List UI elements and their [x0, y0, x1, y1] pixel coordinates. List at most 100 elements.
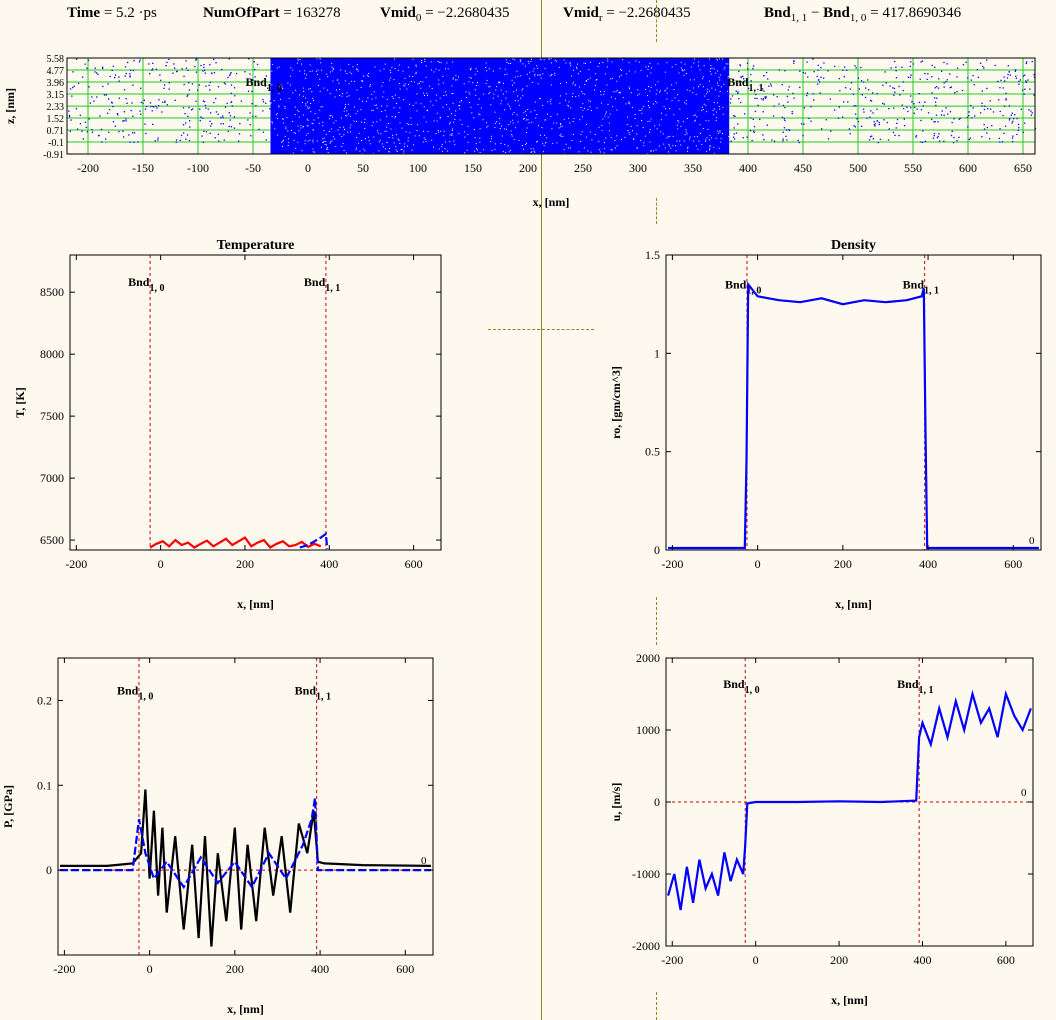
particle-gap — [657, 81, 659, 83]
particle-gap — [493, 93, 495, 95]
particle-gap — [621, 138, 622, 140]
particle-gap — [312, 139, 314, 141]
particle-gap — [585, 62, 586, 64]
particle-gap — [539, 74, 541, 76]
particle-gap — [686, 73, 688, 74]
particle-gap — [329, 93, 331, 95]
particle-gap — [418, 135, 420, 137]
particle — [96, 72, 98, 74]
particle-gap — [310, 103, 312, 104]
particle-gap — [655, 84, 657, 86]
particle-gap — [649, 90, 651, 92]
particle — [971, 117, 973, 119]
particle — [931, 64, 933, 67]
particle — [750, 117, 752, 119]
particle-gap — [718, 76, 720, 78]
particle-gap — [587, 150, 589, 152]
particle-gap — [287, 130, 289, 132]
data-series-line — [149, 536, 322, 549]
particle — [778, 103, 780, 105]
x-tick-label: 400 — [913, 953, 931, 967]
particle-gap — [706, 111, 708, 113]
particle-gap — [498, 117, 500, 119]
particle-gap — [381, 111, 383, 112]
particle-gap — [309, 88, 311, 90]
particle-gap — [386, 105, 388, 107]
particle-gap — [480, 107, 482, 109]
particle — [262, 110, 264, 112]
particle-gap — [332, 80, 334, 82]
particle-gap — [520, 59, 522, 61]
particle-gap — [711, 87, 713, 89]
particle-gap — [368, 72, 370, 74]
particle — [129, 73, 131, 75]
particle — [902, 81, 904, 83]
particle — [255, 115, 257, 117]
particle-gap — [426, 92, 428, 94]
particle-gap — [717, 102, 719, 104]
particle-gap — [346, 73, 348, 74]
particle — [203, 101, 206, 103]
particle — [1033, 73, 1035, 76]
particle-gap — [333, 122, 335, 124]
particle — [1012, 135, 1014, 137]
particle — [854, 126, 856, 128]
particle — [1031, 60, 1033, 63]
particle — [920, 141, 922, 143]
particle-gap — [514, 76, 516, 78]
particle — [168, 82, 170, 84]
particle — [998, 99, 1000, 101]
particle-gap — [281, 86, 283, 88]
particle-gap — [412, 58, 414, 60]
particle — [838, 106, 840, 108]
particle — [222, 117, 224, 119]
particle-gap — [346, 96, 348, 98]
particle — [192, 108, 194, 110]
particle — [933, 121, 935, 123]
particle — [181, 68, 183, 70]
particle — [868, 139, 871, 141]
particle-gap — [307, 101, 308, 103]
particle-gap — [366, 100, 368, 102]
particle — [195, 58, 197, 60]
particle-gap — [377, 130, 379, 132]
particle — [763, 139, 765, 141]
particle-gap — [580, 141, 582, 142]
particle — [947, 113, 949, 115]
particle — [953, 136, 955, 139]
particle-gap — [350, 124, 352, 126]
particle-gap — [504, 74, 506, 76]
particle-gap — [467, 134, 469, 136]
particle — [943, 61, 945, 64]
particle — [860, 125, 863, 127]
particle-gap — [343, 126, 345, 128]
particle-gap — [531, 151, 533, 153]
particle-gap — [536, 65, 538, 67]
particle-gap — [665, 114, 667, 116]
particle-gap — [408, 124, 410, 125]
particle — [857, 120, 860, 123]
particle — [124, 75, 126, 77]
particle-gap — [550, 84, 552, 86]
particle — [108, 131, 110, 133]
particle-gap — [282, 88, 284, 89]
particle-gap — [716, 117, 718, 119]
particle — [998, 137, 1000, 140]
particle-gap — [438, 131, 440, 133]
particle-gap — [668, 145, 670, 147]
particle-gap — [683, 140, 685, 142]
particle-gap — [715, 137, 717, 139]
particle — [209, 120, 211, 122]
particle-gap — [700, 132, 701, 134]
particle — [766, 124, 768, 126]
particle — [247, 119, 249, 121]
particle-gap — [629, 133, 631, 135]
particle-gap — [698, 140, 700, 142]
particle — [175, 139, 178, 141]
particle-gap — [295, 147, 297, 149]
particle-gap — [394, 94, 396, 96]
bottom-right-guide — [656, 992, 657, 1020]
particle — [980, 112, 982, 114]
particle-gap — [501, 135, 503, 137]
particle-gap — [648, 107, 650, 108]
